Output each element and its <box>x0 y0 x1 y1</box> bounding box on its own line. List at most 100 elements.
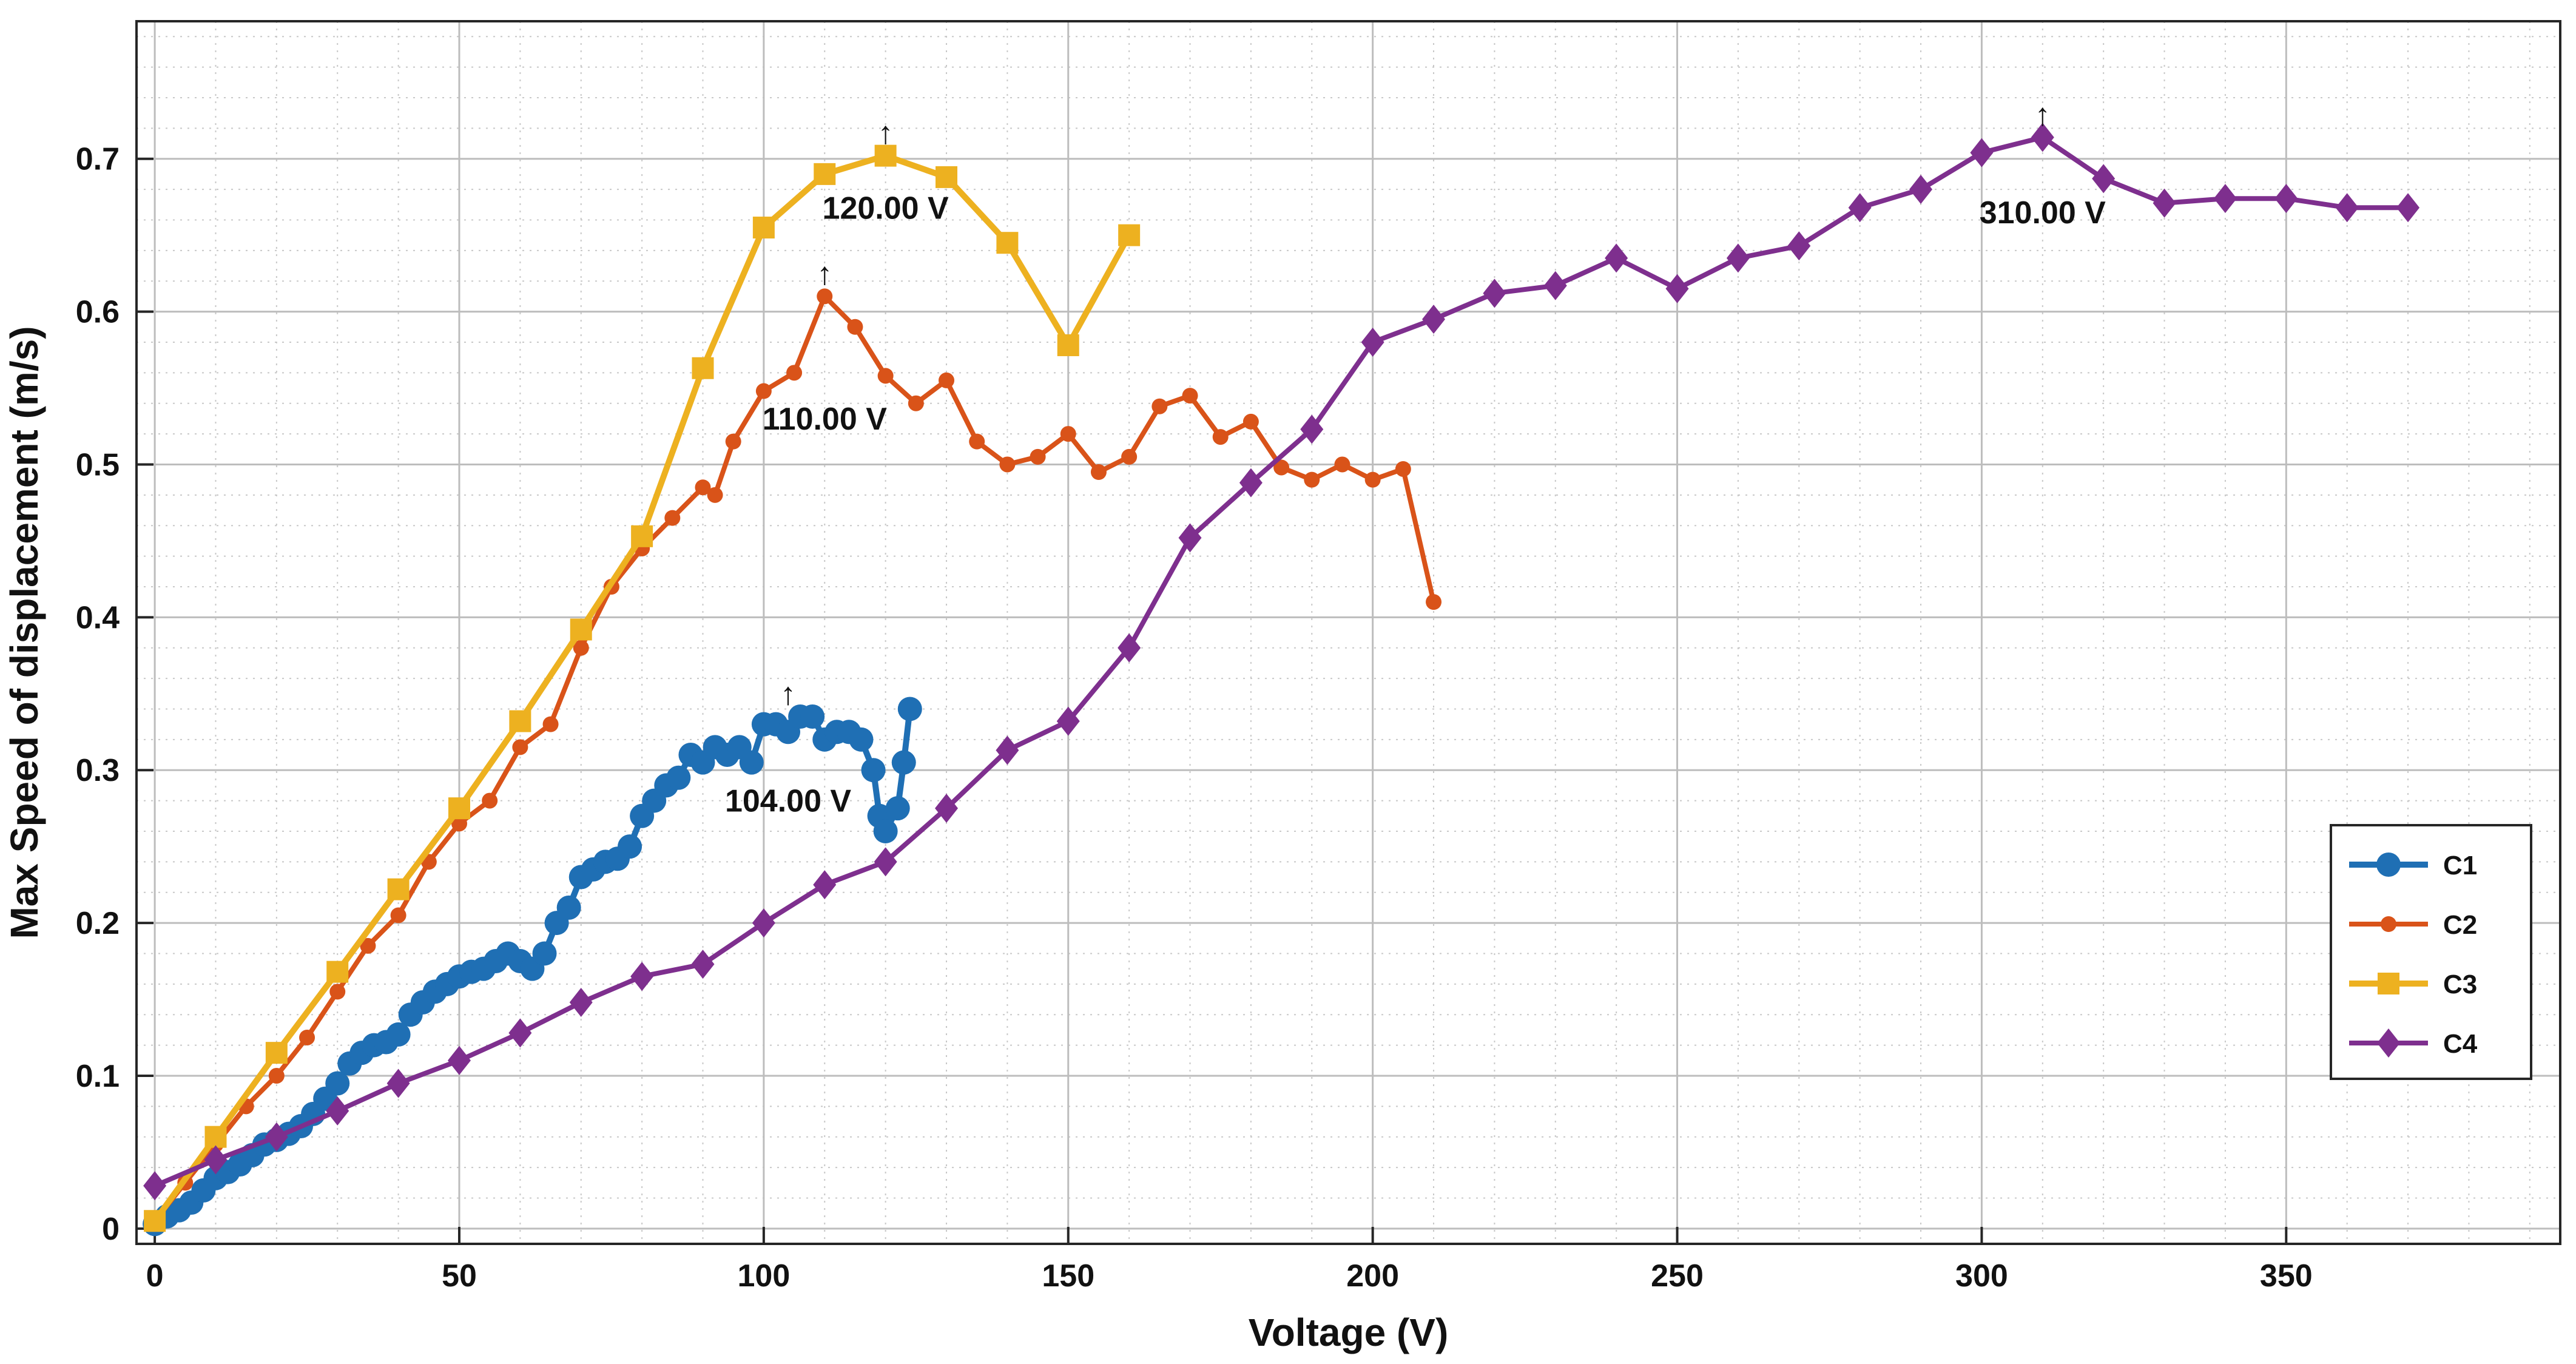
annotation-arrow-c4: ↑ <box>2035 97 2051 132</box>
data-point-c2 <box>725 433 741 450</box>
data-point-c4 <box>1726 243 1750 273</box>
legend-label-c1: C1 <box>2443 851 2477 880</box>
y-axis-label: Max Speed of displacement (m/s) <box>2 326 46 939</box>
data-point-c2 <box>999 456 1016 473</box>
data-point-c2 <box>1334 456 1350 473</box>
annotation-arrow-c2: ↑ <box>817 256 832 291</box>
data-point-c2 <box>817 288 833 305</box>
data-point-c2 <box>877 368 894 384</box>
data-point-c1 <box>325 1071 350 1096</box>
data-point-c2 <box>1273 459 1290 476</box>
data-point-c2 <box>1212 429 1229 445</box>
data-point-c3 <box>570 618 592 641</box>
x-tick-label: 0 <box>146 1258 164 1294</box>
data-point-c4 <box>813 870 837 900</box>
y-tick-label: 0.4 <box>76 600 120 635</box>
series-line-c4 <box>152 135 2411 1189</box>
data-point-c2 <box>1426 594 1442 610</box>
data-point-c2 <box>542 716 559 732</box>
legend-label-c3: C3 <box>2443 970 2477 999</box>
x-tick-label: 300 <box>1955 1258 2008 1294</box>
data-point-c3 <box>631 525 653 547</box>
data-point-c4 <box>1422 305 1446 334</box>
data-point-c1 <box>618 834 642 859</box>
data-point-c2 <box>695 479 711 496</box>
data-point-c4 <box>2335 193 2359 223</box>
data-point-c2 <box>390 907 406 923</box>
data-point-c4 <box>1239 468 1263 498</box>
series-c1 <box>143 697 922 1237</box>
data-point-c4 <box>1665 274 1689 303</box>
data-point-c2 <box>482 792 498 809</box>
series-layer <box>143 123 2420 1237</box>
data-point-c2 <box>1395 461 1411 477</box>
annotation-label-c1: 104.00 V <box>725 784 851 819</box>
annotation-label-c2: 110.00 V <box>763 402 888 437</box>
data-point-c4 <box>1361 327 1384 357</box>
data-point-c1 <box>897 697 922 721</box>
data-point-c2 <box>908 395 924 411</box>
data-point-c4 <box>2396 193 2420 223</box>
data-point-c2 <box>299 1029 315 1045</box>
legend: C1 C2 C3 C4 <box>2330 824 2532 1080</box>
y-tick-label: 0.5 <box>76 447 120 482</box>
data-point-c2 <box>1121 448 1138 465</box>
x-tick-label: 250 <box>1651 1258 1704 1294</box>
data-point-c4 <box>386 1069 410 1098</box>
data-point-c2 <box>1151 398 1168 414</box>
data-point-c4 <box>2274 184 2298 214</box>
data-point-c4 <box>1848 193 1872 223</box>
legend-marker-c2 <box>2381 916 2396 932</box>
legend-label-c4: C4 <box>2443 1029 2478 1059</box>
annotation-arrow-c3: ↑ <box>878 116 894 151</box>
data-point-c4 <box>204 1145 228 1175</box>
legend-marker-c1 <box>2376 852 2401 877</box>
data-point-c4 <box>1300 414 1324 444</box>
data-point-c4 <box>1970 138 1994 167</box>
data-point-c1 <box>739 750 764 775</box>
legend-marker-c4 <box>2377 1028 2400 1058</box>
data-point-c4 <box>265 1122 288 1152</box>
data-point-c4 <box>1178 523 1202 553</box>
data-point-c1 <box>800 704 825 729</box>
data-point-c1 <box>386 1022 411 1047</box>
data-point-c3 <box>996 232 1019 254</box>
data-point-c2 <box>512 739 528 755</box>
data-point-c3 <box>936 166 958 188</box>
data-point-c2 <box>707 487 723 503</box>
data-point-c4 <box>1483 279 1506 308</box>
data-point-c2 <box>664 510 681 526</box>
annotation-label-c3: 120.00 V <box>823 191 949 226</box>
data-point-c2 <box>1182 388 1198 404</box>
data-point-c4 <box>996 735 1019 765</box>
y-tick-label: 0.3 <box>76 753 120 788</box>
data-point-c4 <box>1787 231 1811 261</box>
x-tick-label: 350 <box>2260 1258 2313 1294</box>
data-point-c4 <box>2031 123 2054 152</box>
data-point-c4 <box>1056 706 1080 736</box>
data-point-c1 <box>885 796 910 821</box>
data-point-c4 <box>569 988 593 1018</box>
data-point-c3 <box>448 797 470 820</box>
data-point-c3 <box>387 878 410 900</box>
series-c3 <box>144 144 1141 1232</box>
data-point-c3 <box>1118 224 1141 246</box>
data-point-c2 <box>1090 464 1107 481</box>
series-c2 <box>147 288 1442 1229</box>
annotations: ↑ 104.00 V ↑ 110.00 V ↑ 120.00 V ↑ 310.00 V <box>725 97 2106 819</box>
data-point-c2 <box>786 365 803 381</box>
y-tick-label: 0.7 <box>76 142 120 177</box>
data-point-c4 <box>630 962 654 991</box>
data-point-c4 <box>935 794 959 823</box>
data-point-c4 <box>508 1018 532 1048</box>
data-point-c3 <box>204 1126 227 1148</box>
data-point-c4 <box>874 847 897 877</box>
tick-labels: 0 50 100 150 200 250 300 350 0 0.1 0.2 0.3 0.4 0.5 0.6… <box>76 142 2313 1294</box>
x-tick-label: 150 <box>1042 1258 1094 1294</box>
data-point-c2 <box>1242 413 1259 430</box>
data-point-c4 <box>752 908 775 938</box>
plot-frame <box>135 20 2561 1245</box>
legend-label-c2: C2 <box>2443 910 2477 940</box>
data-point-c4 <box>1543 271 1567 300</box>
y-tick-label: 0.1 <box>76 1059 120 1094</box>
